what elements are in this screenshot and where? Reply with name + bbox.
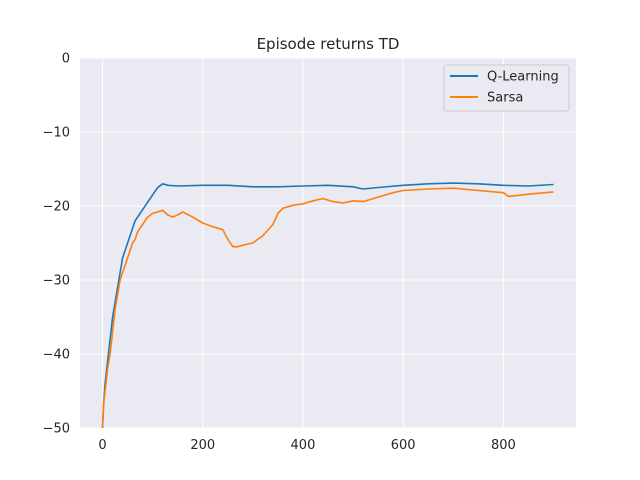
x-tick-label: 200 bbox=[190, 438, 215, 453]
y-tick-label: −20 bbox=[43, 200, 70, 215]
chart-title: Episode returns TD bbox=[257, 35, 400, 53]
legend-label-q-learning: Q-Learning bbox=[487, 70, 559, 85]
tick-labels: 0 200 400 600 800 0 −10 −20 −30 −40 −50 bbox=[43, 52, 516, 454]
series-line-sarsa bbox=[101, 187, 554, 429]
legend: Q-Learning Sarsa bbox=[443, 64, 570, 112]
grid-lines bbox=[80, 57, 576, 429]
plot-area bbox=[80, 58, 576, 428]
series-lines bbox=[101, 182, 554, 429]
y-tick-label: −30 bbox=[43, 274, 70, 289]
y-tick-label: 0 bbox=[62, 52, 70, 67]
x-tick-label: 400 bbox=[291, 438, 316, 453]
y-tick-label: −10 bbox=[43, 126, 70, 141]
y-tick-label: −40 bbox=[43, 348, 70, 363]
y-tick-label: −50 bbox=[43, 422, 70, 437]
legend-label-sarsa: Sarsa bbox=[487, 91, 523, 106]
x-tick-label: 800 bbox=[491, 438, 516, 453]
series-line-q-learning bbox=[101, 182, 554, 429]
x-tick-label: 0 bbox=[98, 438, 106, 453]
x-tick-label: 600 bbox=[391, 438, 416, 453]
